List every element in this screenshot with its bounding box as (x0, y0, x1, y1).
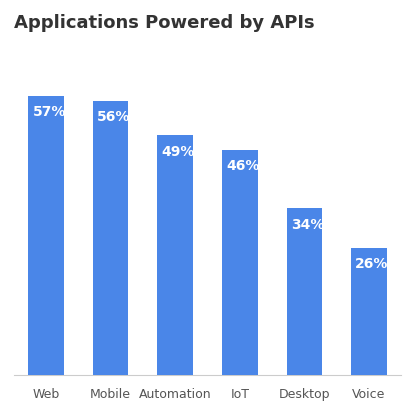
Text: 57%: 57% (33, 105, 66, 120)
Text: 34%: 34% (291, 218, 324, 232)
Bar (222, 149, 258, 375)
Text: 26%: 26% (355, 257, 389, 271)
Bar (157, 135, 193, 375)
Bar (28, 96, 64, 375)
Bar (351, 247, 387, 375)
Text: 49%: 49% (162, 145, 195, 159)
Bar (287, 208, 322, 375)
Bar (93, 100, 128, 375)
Text: 46%: 46% (226, 159, 260, 173)
Text: 56%: 56% (97, 110, 131, 124)
Text: Applications Powered by APIs: Applications Powered by APIs (14, 14, 315, 32)
